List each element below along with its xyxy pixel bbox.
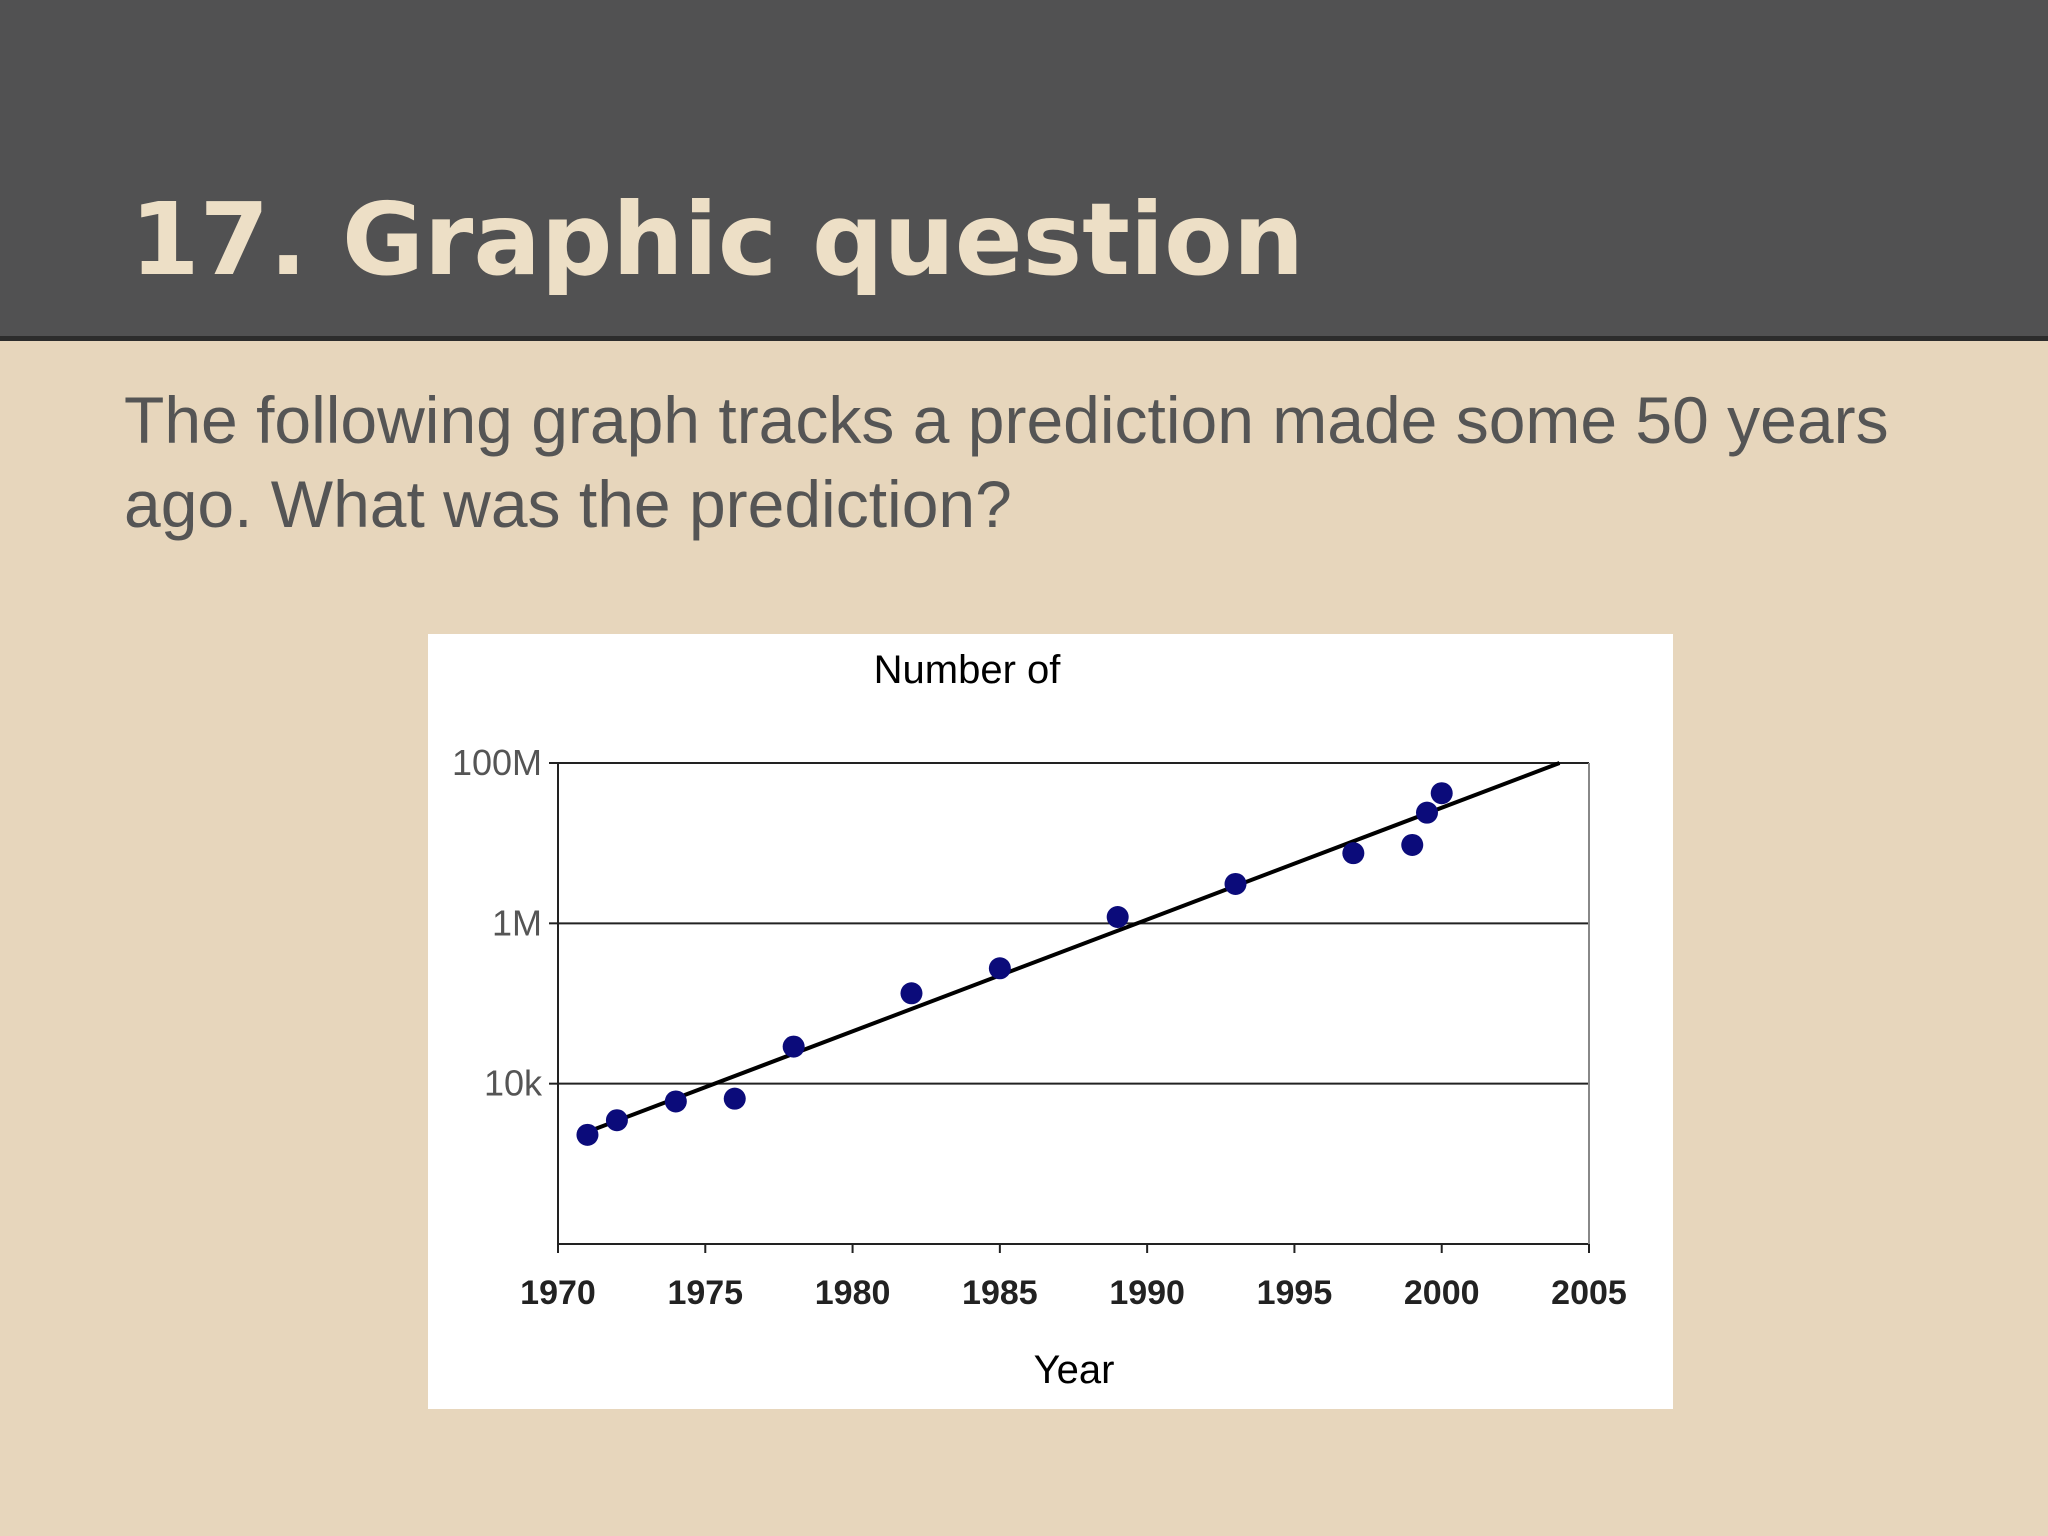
x-tick-label: 2005 <box>1551 1274 1627 1312</box>
slide-question-text: The following graph tracks a prediction … <box>124 383 1889 541</box>
x-tick-label: 1970 <box>520 1274 596 1312</box>
x-tick-label: 1980 <box>815 1274 891 1312</box>
data-point <box>664 1090 687 1113</box>
axes <box>549 762 1590 1253</box>
x-tick-label: 1985 <box>962 1274 1038 1312</box>
slide-title: 17. Graphic question <box>130 181 1305 298</box>
data-point <box>605 1109 628 1132</box>
data-point <box>988 957 1011 980</box>
x-tick-label: 1995 <box>1257 1274 1333 1312</box>
data-point <box>1430 782 1453 805</box>
data-point <box>723 1087 746 1110</box>
scatter-chart: 10k 1M 100M 1970 1975 1980 1985 1990 1995 2000 200… <box>452 648 1627 1392</box>
y-tick-label: 1M <box>492 902 542 943</box>
data-points <box>576 782 1453 1146</box>
data-point <box>1415 801 1438 824</box>
data-point <box>900 982 923 1005</box>
trendline <box>586 761 1561 1134</box>
y-tick-label: 10k <box>484 1063 543 1104</box>
title-band: 17. Graphic question <box>0 0 2048 341</box>
y-tick-label: 100M <box>452 742 542 783</box>
chart-panel: 10k 1M 100M 1970 1975 1980 1985 1990 1995 2000 200… <box>428 634 1673 1409</box>
tick-labels: 10k 1M 100M 1970 1975 1980 1985 1990 1995 2000 200… <box>452 742 1627 1312</box>
x-tick-label: 1975 <box>667 1274 743 1312</box>
data-point <box>1342 842 1365 865</box>
x-tick-label: 2000 <box>1404 1274 1480 1312</box>
data-point <box>1224 872 1247 895</box>
gridlines <box>558 762 1589 1085</box>
data-point <box>1401 833 1424 856</box>
trend-line <box>586 761 1561 1134</box>
data-point <box>1106 905 1129 928</box>
x-axis-label: Year <box>1034 1348 1115 1392</box>
x-tick-label: 1990 <box>1109 1274 1185 1312</box>
data-point <box>576 1123 599 1146</box>
data-point <box>782 1035 805 1058</box>
chart-title: Number of <box>874 648 1062 692</box>
